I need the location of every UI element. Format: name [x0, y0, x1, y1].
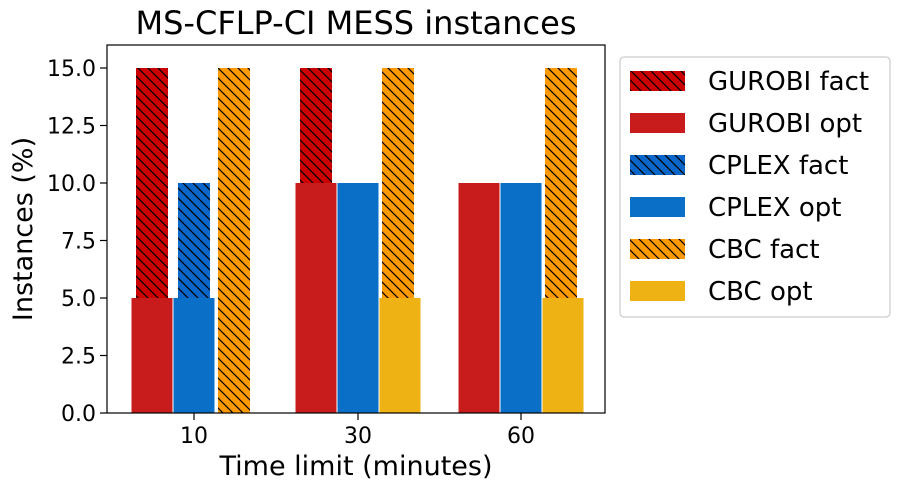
- legend-label-gurobi-fact: GUROBI fact: [708, 67, 869, 97]
- chart-title: MS-CFLP-CI MESS instances: [136, 4, 577, 42]
- legend-swatch-hatch-gurobi-fact: [630, 71, 685, 91]
- bar-cbc-opt-30: [379, 298, 421, 413]
- y-tick-label: 15.0: [47, 57, 96, 82]
- bar-cplex-opt-30: [337, 183, 379, 413]
- bar-cplex-opt-60: [500, 183, 542, 413]
- x-axis: 10 30 60: [180, 413, 535, 449]
- legend-frame: [619, 56, 891, 318]
- y-axis: 0.0 2.5 5.0 7.5 10.0 12.5 15.0: [47, 57, 107, 427]
- bar-cbc-opt-60: [542, 298, 584, 413]
- y-tick-label: 2.5: [61, 345, 96, 370]
- bar-gurobi-opt-10: [131, 298, 173, 413]
- legend-swatch-hatch-cbc-fact: [630, 239, 685, 259]
- y-tick-label: 7.5: [61, 230, 96, 255]
- legend-label-cplex-fact: CPLEX fact: [708, 151, 848, 181]
- y-tick-label: 5.0: [61, 287, 96, 312]
- legend: GUROBI fact GUROBI opt CPLEX fact CPLEX opt…: [619, 56, 891, 318]
- bar-gurobi-opt-60: [458, 183, 500, 413]
- y-tick-label: 12.5: [47, 115, 96, 140]
- legend-label-cbc-opt: CBC opt: [708, 277, 813, 307]
- plot-frame: [106, 44, 606, 414]
- x-tick-label: 10: [180, 424, 208, 449]
- bar-hatch-cbc-fact-10: [218, 68, 250, 413]
- x-tick-label: 60: [507, 424, 535, 449]
- bars-layer: [131, 68, 584, 413]
- legend-label-cbc-fact: CBC fact: [708, 235, 820, 265]
- legend-swatch-gurobi-opt: [630, 113, 685, 133]
- x-axis-label: Time limit (minutes): [219, 451, 493, 482]
- legend-swatch-cplex-opt: [630, 197, 685, 217]
- legend-label-gurobi-opt: GUROBI opt: [708, 109, 862, 139]
- legend-label-cplex-opt: CPLEX opt: [708, 193, 841, 223]
- y-axis-label: Instances (%): [8, 137, 39, 321]
- y-tick-label: 10.0: [47, 172, 96, 197]
- y-tick-label: 0.0: [61, 402, 96, 427]
- legend-swatch-cbc-opt: [630, 281, 685, 301]
- legend-swatch-hatch-cplex-fact: [630, 155, 685, 175]
- x-tick-label: 30: [344, 424, 372, 449]
- bar-cplex-opt-10: [173, 298, 215, 413]
- bar-gurobi-opt-30: [295, 183, 337, 413]
